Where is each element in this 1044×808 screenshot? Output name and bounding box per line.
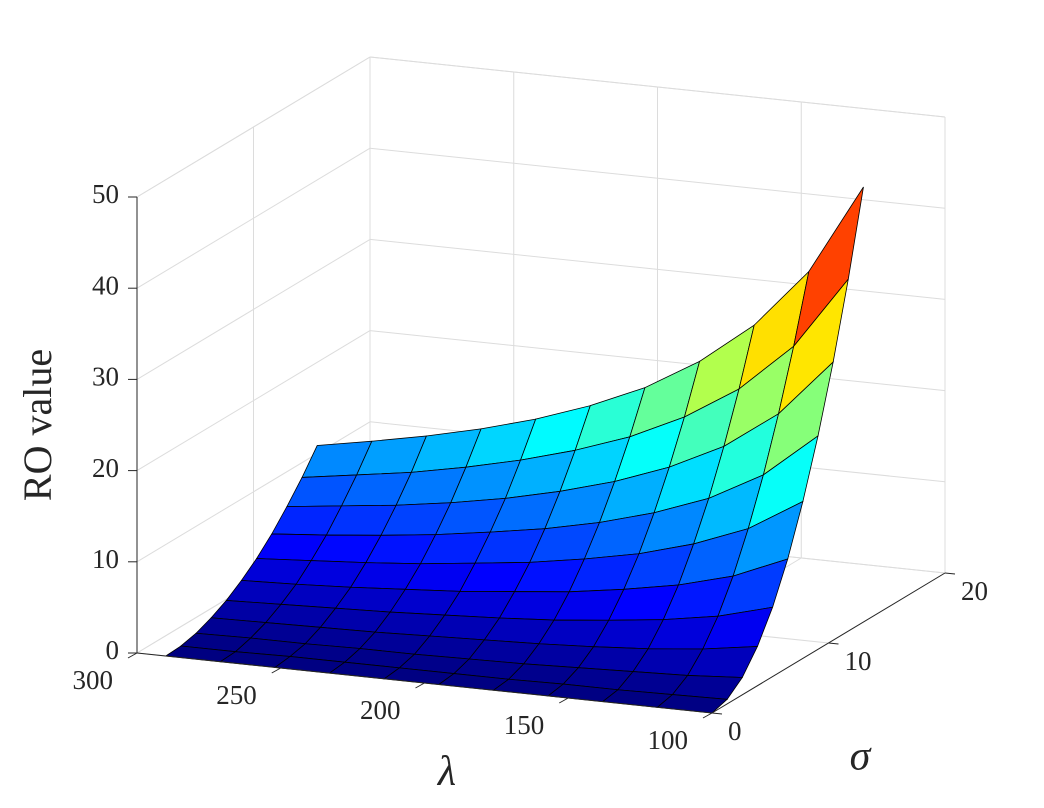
x-tick-label: 100: [648, 725, 689, 755]
y-tick: [944, 572, 956, 575]
x-tick-label: 150: [504, 710, 545, 740]
y-tick-label: 10: [845, 646, 872, 676]
box-edge: [369, 56, 946, 118]
x-tick-label: 250: [216, 680, 257, 710]
z-tick-label: 10: [92, 544, 119, 574]
z-tick-label: 30: [92, 362, 119, 392]
x-tick: [127, 652, 138, 659]
z-tick-label: 40: [92, 270, 119, 300]
z-axis-label: RO value: [15, 349, 60, 501]
y-axis-label: σ: [850, 734, 873, 780]
z-tick-label: 0: [106, 635, 120, 665]
y-tick: [828, 642, 839, 645]
x-tick: [559, 697, 569, 704]
x-axis-label: λ: [436, 749, 456, 795]
y-tick-label: 20: [961, 576, 988, 606]
x-tick-label: 200: [360, 695, 401, 725]
y-tick: [711, 712, 723, 715]
x-tick-label: 300: [73, 665, 114, 695]
x-tick: [271, 667, 281, 674]
y-tick-label: 0: [728, 716, 742, 746]
surface: [164, 186, 864, 714]
z-tick-label: 20: [92, 453, 119, 483]
z-tick-label: 50: [92, 179, 119, 209]
box-edge: [136, 56, 371, 198]
x-tick: [702, 712, 713, 719]
x-tick: [415, 682, 425, 689]
